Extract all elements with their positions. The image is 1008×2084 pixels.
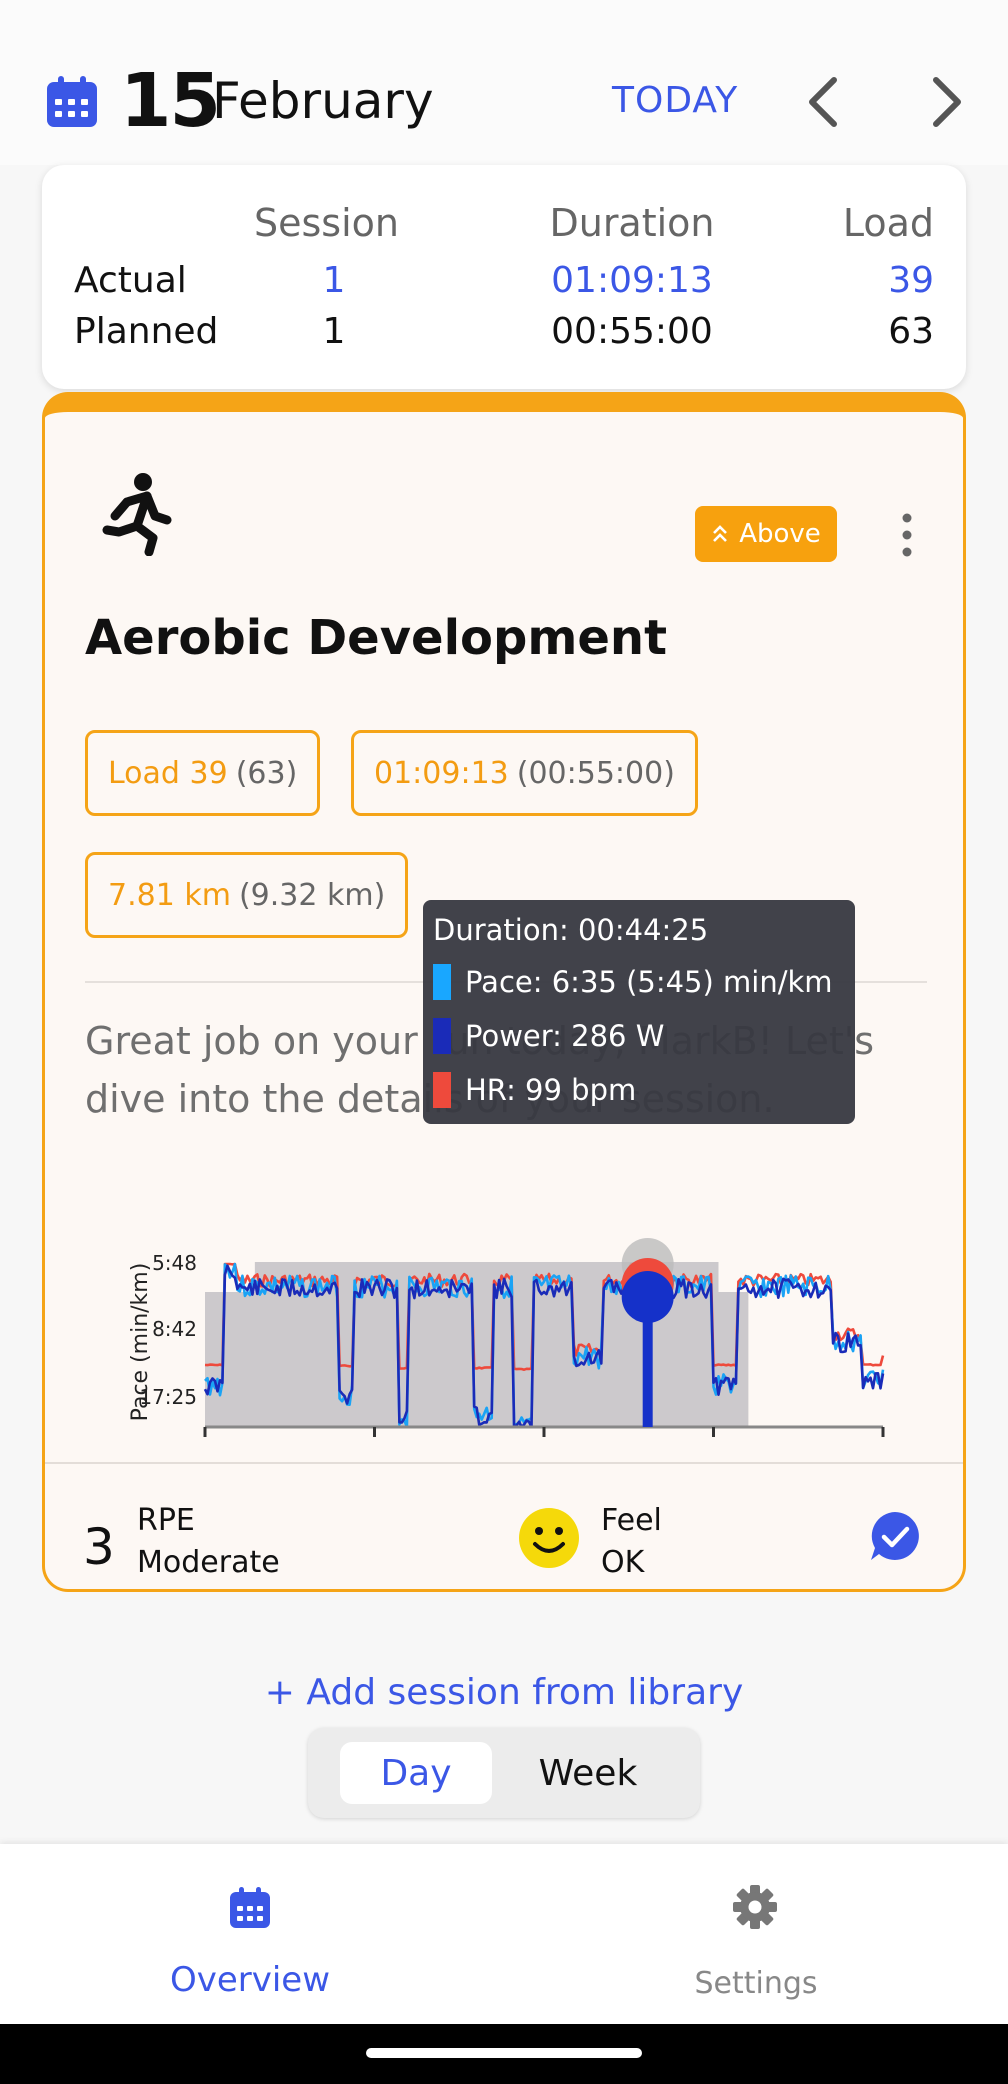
chart-cursor[interactable] [621,1238,674,1427]
bottom-navigation: Overview Settings [0,1844,1008,2024]
pace-swatch [433,964,451,1000]
power-marker [621,1271,674,1323]
nav-overview[interactable]: Overview [169,1960,331,2000]
power-swatch [433,1018,451,1054]
date-month: February [212,72,434,130]
rpe-level: Moderate [137,1545,280,1580]
daily-summary-card: Session Duration Load Actual 1 01:09:13 … [42,165,966,389]
week-view-button[interactable]: Week [538,1752,638,1794]
session-card[interactable]: Above Aerobic Development Load 39 (63) 0… [42,392,966,1592]
chart-lines [203,1262,885,1429]
tooltip-hr-row: HR: 99 bpm [433,1070,636,1110]
divider [45,1462,963,1464]
chart-tooltip: Duration: 00:44:25 Pace: 6:35 (5:45) min… [423,900,855,1124]
calendar-icon[interactable] [228,1886,272,1930]
pace-line [204,1262,885,1429]
view-toggle: Day Week [308,1728,700,1818]
nav-settings[interactable]: Settings [694,1966,818,2001]
session-title: Aerobic Development [85,610,668,666]
header [0,0,1008,165]
distance-actual: 7.81 km [108,877,231,913]
summary-actual-label: Actual [74,260,187,301]
double-chevron-up-icon [713,525,728,542]
distance-planned: (9.32 km) [238,877,386,913]
summary-planned-label: Planned [74,311,219,352]
summary-planned-load: 63 [888,311,934,352]
duration-planned: (00:55:00) [516,755,675,791]
load-planned: (63) [235,755,298,791]
power-line [203,1264,885,1429]
more-options-icon[interactable] [897,512,917,558]
session-chart[interactable]: 0h0m0h17m0h34m0h51m1h8m5:488:4217:25Pace… [105,1152,965,1452]
y-tick-label: 8:42 [152,1317,197,1341]
tooltip-pace-row: Pace: 6:35 (5:45) min/km [433,962,833,1002]
above-badge: Above [695,506,837,562]
summary-header-load: Load [842,201,934,245]
duration-actual: 01:09:13 [374,755,509,791]
summary-actual-session: 1 [322,260,346,301]
y-axis-label: Pace (min/km) [128,1263,153,1422]
smiley-face-icon[interactable] [517,1506,581,1570]
summary-planned-session: 1 [322,311,346,352]
tooltip-pace: Pace: 6:35 (5:45) min/km [465,965,833,999]
summary-header-duration: Duration [549,201,715,245]
day-view-button[interactable]: Day [340,1742,492,1804]
planned-area-shape [205,1262,749,1427]
add-session-from-library-button[interactable]: + Add session from library [264,1672,744,1713]
hr-swatch [433,1072,451,1108]
rpe-value[interactable]: 3 [83,1518,115,1576]
cursor-line [642,1302,653,1427]
summary-header-session: Session [254,201,399,245]
gear-icon[interactable] [732,1884,778,1930]
summary-actual-duration: 01:09:13 [551,260,713,301]
today-button[interactable]: TODAY [612,80,739,121]
feel-value: OK [601,1545,645,1580]
y-tick-label: 17:25 [139,1385,197,1409]
distance-chip: 7.81 km (9.32 km) [85,852,409,938]
load-actual: Load 39 [108,755,228,791]
feel-label[interactable]: Feel OK [601,1500,662,1584]
tooltip-duration: Duration: 00:44:25 [433,913,709,947]
rpe-label[interactable]: RPE Moderate [137,1500,280,1584]
duration-chip: 01:09:13 (00:55:00) [351,730,698,816]
home-indicator[interactable] [366,2048,642,2058]
summary-planned-duration: 00:55:00 [551,311,713,352]
running-icon [102,473,172,556]
chevron-right-icon[interactable] [920,72,970,132]
chart-axes: 0h0m0h17m0h34m0h51m1h8m5:488:4217:25Pace… [128,1251,885,1437]
summary-actual-load: 39 [888,260,934,301]
feel-title: Feel [601,1503,662,1538]
chevron-left-icon[interactable] [800,72,850,132]
tooltip-power: Power: 286 W [465,1019,665,1053]
planned-area [205,1262,749,1427]
load-chip: Load 39 (63) [85,730,321,816]
tooltip-hr: HR: 99 bpm [465,1073,637,1107]
above-badge-label: Above [739,519,821,549]
chat-check-icon[interactable] [867,1508,923,1564]
rpe-title: RPE [137,1503,195,1538]
tooltip-power-row: Power: 286 W [433,1016,664,1056]
date-day: 15 [120,58,221,144]
calendar-icon[interactable] [44,74,100,130]
y-tick-label: 5:48 [152,1251,197,1275]
